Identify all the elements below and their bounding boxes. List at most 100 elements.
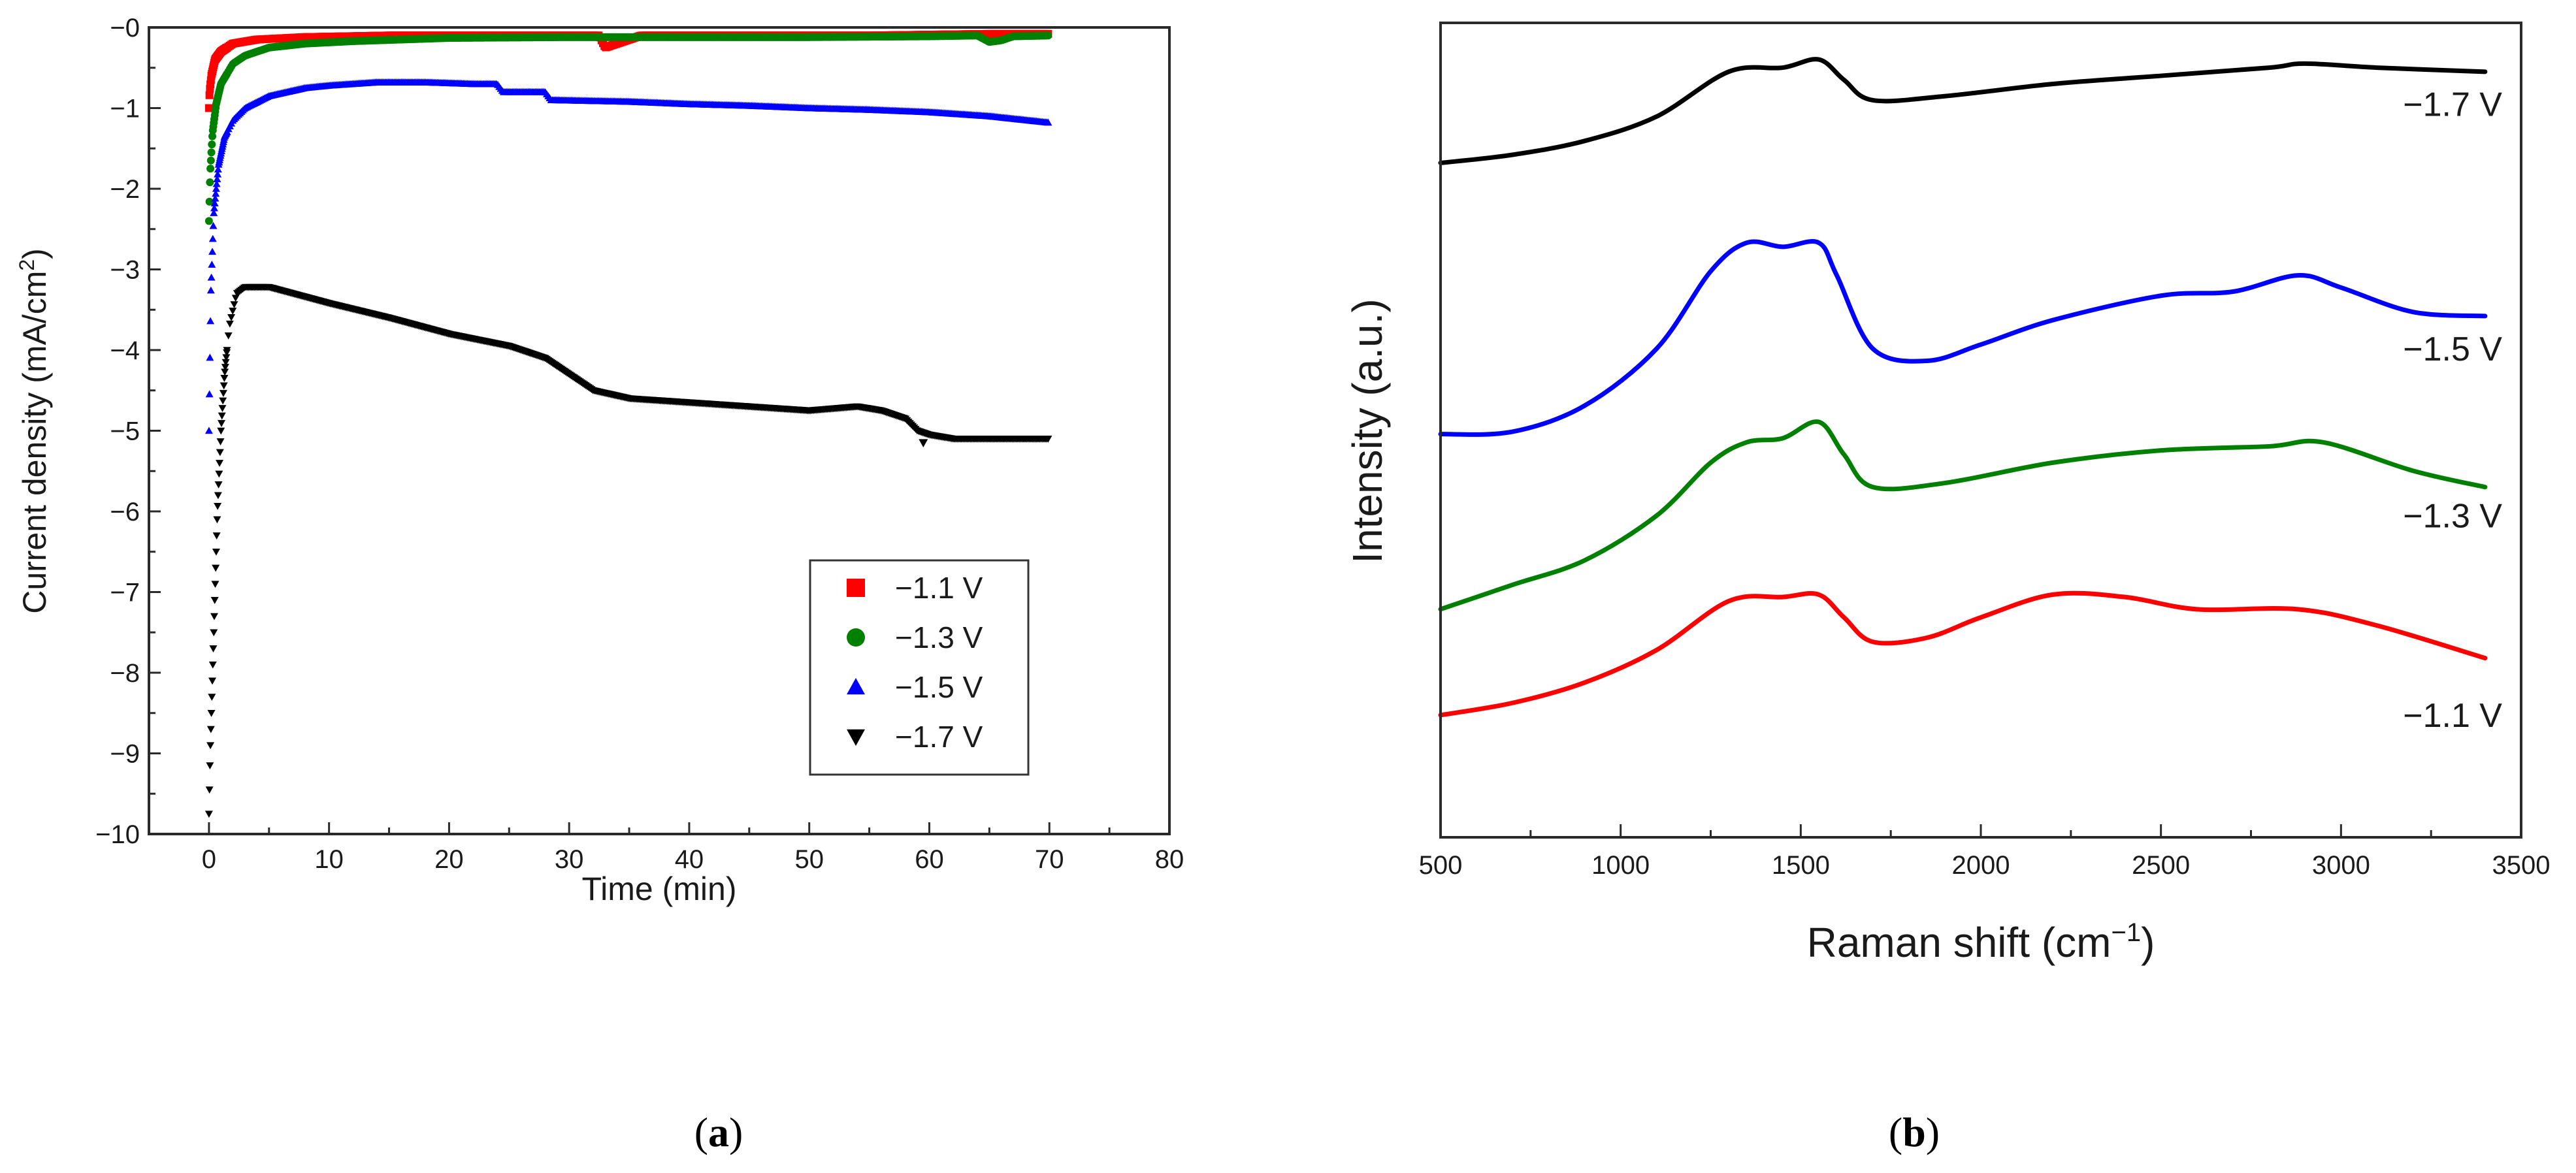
data-point — [210, 597, 219, 604]
data-point — [206, 156, 215, 165]
data-point — [216, 449, 224, 457]
data-point — [1044, 118, 1052, 126]
data-point — [211, 581, 220, 588]
panel-b-series — [1438, 57, 2488, 718]
data-point — [206, 353, 214, 361]
data-point — [213, 175, 221, 182]
data-point — [210, 613, 218, 620]
panel-b-ylabel: Intensity (a.u.) — [1344, 298, 1391, 564]
data-point — [207, 148, 216, 157]
data-point-outlier — [919, 439, 928, 448]
legend-marker — [847, 678, 865, 695]
data-point — [221, 364, 229, 371]
data-point — [209, 221, 218, 229]
data-point — [215, 470, 223, 478]
raman-spectrum-line — [1438, 239, 2488, 437]
data-point — [222, 354, 231, 362]
y-tick-label: −0 — [110, 14, 140, 42]
legend-marker — [847, 579, 865, 597]
data-point — [214, 502, 222, 510]
data-point — [205, 390, 214, 398]
data-point — [205, 91, 214, 99]
data-point — [218, 405, 227, 412]
panel-a-legend: −1.1 V −1.3 V −1.5 V −1.7 V — [809, 559, 1030, 776]
x-tick-label: 0 — [202, 845, 216, 874]
data-point — [225, 320, 234, 328]
panel-b-plot-frame — [1439, 22, 2522, 839]
data-point — [206, 317, 215, 325]
y-tick-label: −8 — [110, 659, 140, 688]
panel-b-label: (b) — [1889, 1109, 1940, 1155]
data-point — [212, 548, 220, 556]
data-point — [216, 460, 224, 467]
data-point — [211, 194, 220, 202]
y-tick-label: −3 — [110, 256, 140, 285]
series-label: −1.7 V — [2403, 86, 2502, 124]
panel-a-xlabel: Time (min) — [581, 871, 736, 907]
data-point — [214, 170, 222, 178]
data-point — [221, 359, 230, 366]
x-tick-label: 80 — [1155, 845, 1184, 874]
panel-a-ylabel: Current density (mA/cm2) — [15, 248, 53, 614]
data-point — [219, 397, 227, 405]
data-point — [212, 180, 221, 187]
data-point — [204, 217, 213, 225]
data-point — [206, 286, 215, 294]
x-tick-label: 50 — [794, 845, 824, 874]
data-point — [221, 368, 229, 376]
panel-a-chart: 0 10 20 30 40 50 60 70 80 −10 −9 −8 −7 −6 −5 −4 −3 −2 −1 −0… — [15, 14, 1184, 1155]
data-point — [204, 811, 213, 818]
x-tick-label: 20 — [434, 845, 464, 874]
data-point — [220, 382, 228, 390]
data-point — [1044, 436, 1052, 443]
data-point — [207, 273, 216, 281]
y-tick-label: −7 — [110, 579, 140, 607]
x-tick-label: 3000 — [2312, 851, 2370, 880]
data-point — [214, 492, 222, 500]
y-tick-label: −2 — [110, 175, 140, 204]
data-point — [208, 248, 217, 255]
panel-a-label: (a) — [694, 1109, 743, 1155]
data-point — [223, 347, 231, 354]
data-point — [212, 185, 220, 192]
data-point — [214, 165, 222, 173]
data-point — [217, 420, 225, 427]
data-point — [217, 427, 225, 435]
legend-item: −1.7 V — [847, 720, 983, 754]
y-tick-label: −1 — [110, 95, 140, 123]
raman-spectrum-line — [1438, 590, 2488, 718]
x-tick-label: 500 — [1419, 851, 1463, 880]
data-point — [208, 261, 216, 268]
panel-b-tick-labels: 500 1000 1500 2000 2500 3000 3500 — [1419, 851, 2551, 880]
series-label: −1.1 V — [2403, 697, 2502, 735]
data-point — [231, 295, 240, 302]
x-tick-label: 30 — [555, 845, 584, 874]
panel-a-series — [204, 29, 1052, 818]
data-point — [210, 199, 219, 207]
series-label: −1.3 V — [2403, 497, 2502, 535]
legend-label: −1.5 V — [895, 670, 983, 704]
data-point — [220, 375, 229, 382]
data-point — [213, 516, 221, 524]
data-point — [219, 390, 227, 397]
data-point — [206, 726, 215, 733]
y-tick-label: −10 — [95, 820, 140, 849]
data-point — [1044, 31, 1052, 40]
y-tick-label: −6 — [110, 498, 140, 526]
data-point — [212, 189, 220, 197]
data-point — [208, 661, 217, 669]
legend-item: −1.5 V — [847, 670, 983, 704]
data-point — [208, 694, 216, 701]
data-point — [230, 301, 238, 309]
data-point — [205, 786, 214, 794]
data-point — [208, 234, 217, 242]
data-point — [212, 532, 221, 540]
x-tick-label: 1000 — [1591, 851, 1650, 880]
y-tick-label: −9 — [110, 740, 140, 769]
data-point — [224, 332, 233, 340]
panel-b-series-labels: −1.7 V −1.5 V −1.3 V −1.1 V — [2403, 86, 2502, 735]
data-point — [208, 677, 217, 685]
data-point — [227, 313, 236, 321]
data-point — [204, 426, 213, 434]
